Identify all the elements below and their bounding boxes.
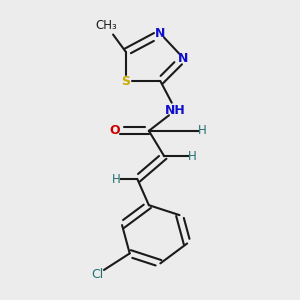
Text: H: H: [198, 124, 207, 137]
Text: NH: NH: [165, 104, 186, 117]
Text: S: S: [122, 75, 130, 88]
Text: Cl: Cl: [92, 268, 104, 281]
Text: CH₃: CH₃: [96, 20, 118, 32]
Text: H: H: [112, 172, 120, 186]
Text: N: N: [155, 27, 166, 40]
Text: H: H: [188, 150, 197, 163]
Text: N: N: [178, 52, 188, 64]
Text: O: O: [109, 124, 120, 137]
